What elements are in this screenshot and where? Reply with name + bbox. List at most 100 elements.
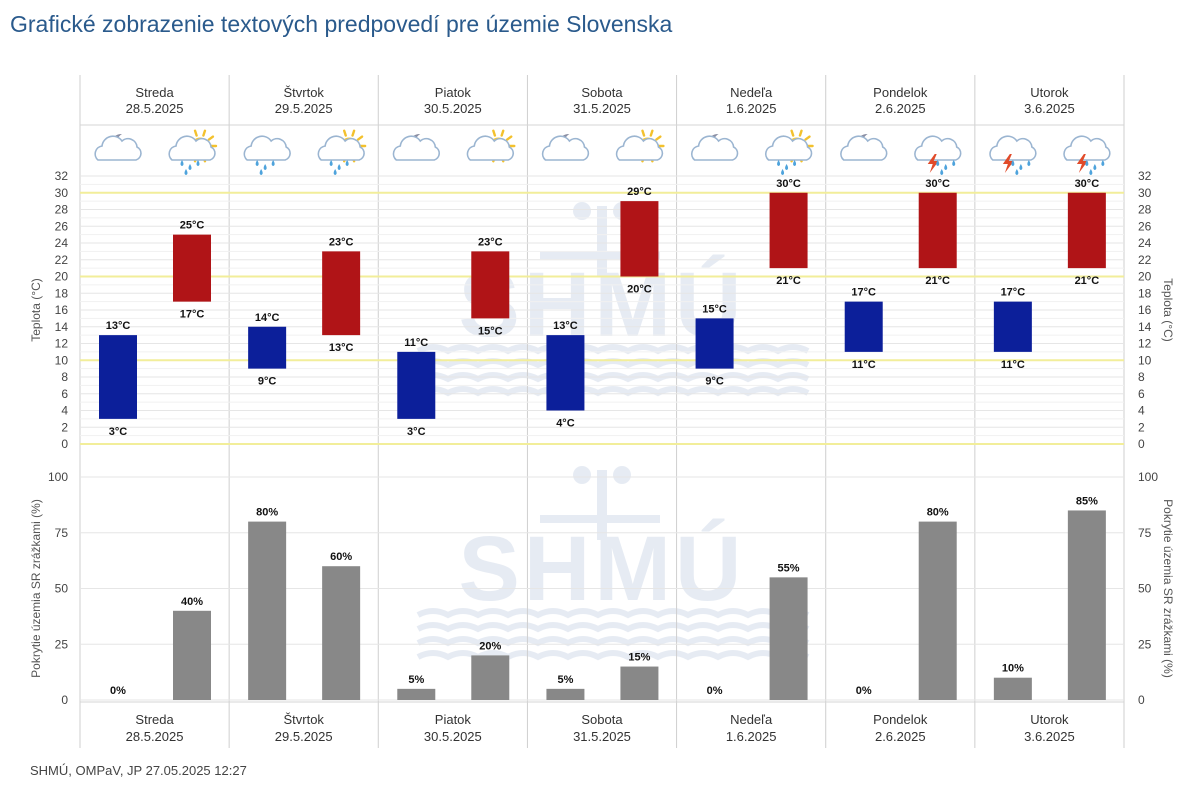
sun-cloud-rain-icon [317, 129, 367, 175]
weather-icons [94, 129, 1111, 175]
night-temperature-bar [993, 301, 1032, 352]
day-name: Sobota [581, 85, 623, 100]
watermark-anemometer-icon [613, 466, 631, 484]
precipitation-axes: 0 0 25 25 50 50 75 75 100 100 Pokrytie územia SR z… [29, 470, 1175, 707]
day-name: Nedeľa [730, 85, 773, 100]
precipitation-label: 20% [479, 640, 501, 652]
rain-drop [263, 164, 267, 170]
y-tick-label-right: 30 [1138, 186, 1152, 200]
day-name: Piatok [435, 712, 472, 727]
day-name: Pondelok [873, 85, 928, 100]
y-tick-label-left: 2 [61, 420, 68, 434]
precipitation-label: 60% [330, 551, 352, 563]
day-precipitation-bar [1067, 510, 1106, 700]
sun-ray [492, 129, 497, 137]
temperature-max-label: 13°C [553, 320, 578, 332]
y-tick-label-right: 75 [1138, 526, 1152, 540]
y-tick-label-right: 0 [1138, 437, 1145, 451]
watermark-mast-icon [597, 206, 607, 276]
footer-credit: SHMÚ, OMPaV, JP 27.05.2025 12:27 [30, 763, 247, 778]
lightning-bolt [927, 154, 939, 173]
rain-drop [1101, 160, 1105, 166]
y-tick-label-left: 22 [55, 253, 69, 267]
y-tick-label-right: 14 [1138, 320, 1152, 334]
night-precipitation-bar [993, 677, 1032, 700]
y-tick-label-left: 25 [55, 637, 69, 651]
rain-drop [940, 169, 944, 175]
y-tick-label-left: 0 [61, 437, 68, 451]
temperature-min-label: 9°C [705, 376, 724, 388]
rain-drop [1089, 169, 1093, 175]
rain-drop [196, 160, 200, 166]
y-tick-label-right: 8 [1138, 370, 1145, 384]
y-tick-label-left: 28 [55, 203, 69, 217]
cloud-rain-icon [243, 135, 291, 175]
night-precipitation-bar [248, 521, 287, 700]
y-tick-label-right: 24 [1138, 236, 1152, 250]
y-axis-label-right: Teplota (°C) [1161, 278, 1175, 342]
temperature-min-label: 13°C [329, 342, 354, 354]
day-temperature-bar [322, 251, 361, 336]
rain-drop [944, 164, 948, 170]
night-temperature-bar [844, 301, 883, 352]
y-tick-label-left: 8 [61, 370, 68, 384]
y-tick-label-left: 6 [61, 387, 68, 401]
cloud-shape [989, 135, 1037, 161]
temperature-min-label: 15°C [478, 325, 503, 337]
night-temperature-bar [546, 335, 585, 411]
precipitation-bars: 0% 80% 5% 5% 0% 0% 10% 40% 60% 20% 15% 55% 80% 85% [110, 495, 1106, 700]
sun-ray [649, 129, 654, 137]
y-tick-label-right: 16 [1138, 303, 1152, 317]
y-tick-label-right: 10 [1138, 353, 1152, 367]
sun-ray [193, 129, 198, 137]
y-tick-label-left: 32 [55, 169, 69, 183]
y-tick-label-right: 6 [1138, 387, 1145, 401]
cloud-shape [615, 135, 664, 161]
rain-drop [337, 164, 341, 170]
sun-cloud-icon [466, 129, 516, 163]
y-tick-label-right: 26 [1138, 219, 1152, 233]
y-tick-label-left: 50 [55, 582, 69, 596]
day-date: 28.5.2025 [126, 101, 184, 116]
sun-ray [505, 135, 513, 141]
y-tick-label-right: 22 [1138, 253, 1152, 267]
precipitation-label: 10% [1002, 663, 1024, 675]
temperature-min-label: 9°C [258, 376, 277, 388]
page-title: Grafické zobrazenie textových predpovedí… [10, 11, 673, 37]
temperature-max-label: 15°C [702, 303, 727, 315]
night-precipitation-bar [397, 688, 436, 700]
rain-drop [1027, 160, 1031, 166]
sun-ray [207, 135, 215, 141]
day-date: 1.6.2025 [726, 101, 777, 116]
rain-drop [259, 169, 263, 175]
cloud-shape [1063, 135, 1111, 161]
temperature-bars: 13°C 3°C 14°C 9°C 11°C 3°C 13°C 4°C 15°C 9°C 17°C 1… [99, 178, 1106, 438]
y-tick-label-left: 10 [55, 353, 69, 367]
sun-cloud-rain-icon [764, 129, 814, 175]
moon-cloud-icon [392, 133, 441, 161]
watermark-wave-icon [416, 636, 810, 647]
rain-drop [1085, 160, 1089, 166]
y-tick-label-left: 26 [55, 219, 69, 233]
precipitation-label: 15% [628, 652, 650, 664]
moon-cloud-icon [541, 133, 590, 161]
rain-drop [345, 160, 349, 166]
day-temperature-bar [1067, 192, 1106, 269]
day-name: Štvrtok [283, 712, 324, 727]
y-tick-label-left: 100 [48, 470, 68, 484]
day-precipitation-bar [918, 521, 957, 700]
watermark-anemometer-icon [573, 202, 591, 220]
rain-drop [952, 160, 956, 166]
watermark-wave-icon [416, 372, 810, 383]
cloud-shape [168, 135, 216, 161]
rain-drop [1015, 169, 1019, 175]
y-tick-label-right: 0 [1138, 693, 1145, 707]
day-precipitation-bar [620, 666, 659, 700]
lightning-bolt [1002, 154, 1014, 173]
cloud-shape [392, 135, 441, 161]
moon-cloud-icon [690, 133, 739, 161]
rain-drop [180, 160, 184, 166]
precipitation-label: 0% [110, 685, 126, 697]
